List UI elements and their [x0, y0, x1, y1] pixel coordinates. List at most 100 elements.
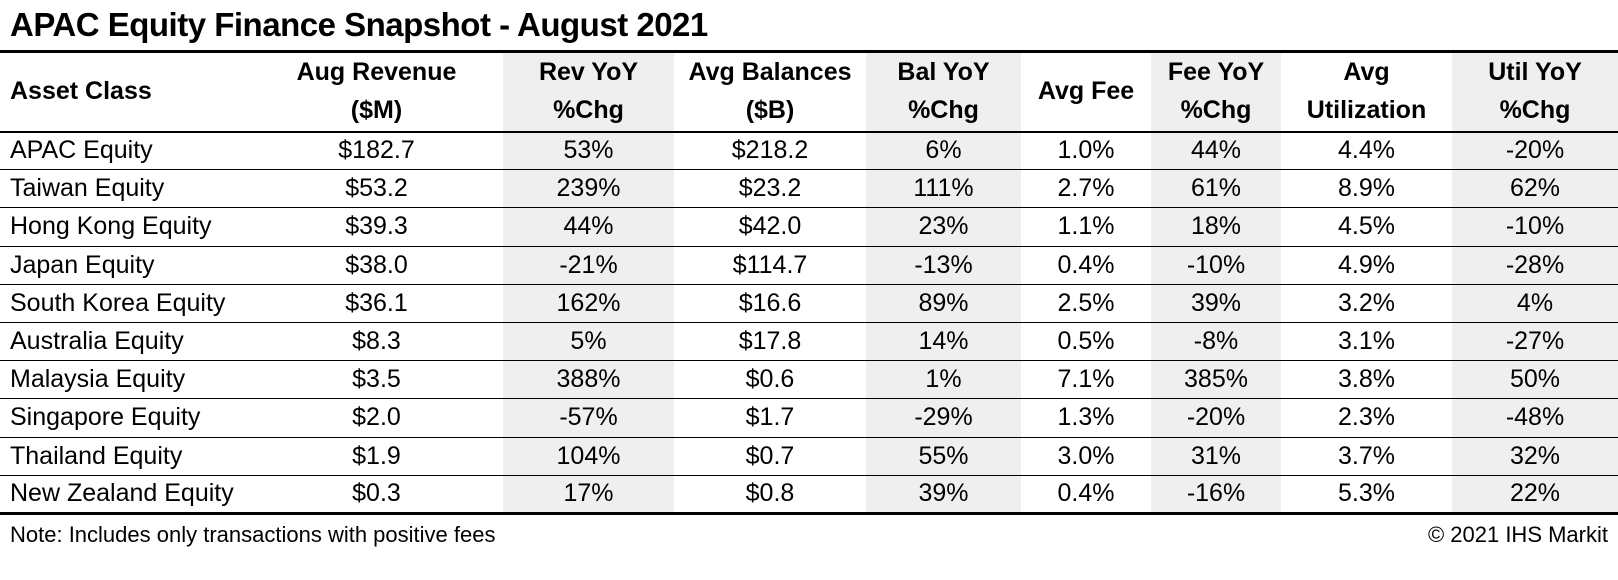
- value-cell: 2.5%: [1021, 284, 1151, 323]
- value-cell: -20%: [1452, 131, 1618, 171]
- header-line: %Chg: [553, 95, 624, 124]
- value-cell: 104%: [503, 437, 674, 476]
- value-cell: 44%: [1151, 131, 1281, 171]
- value-cell: 55%: [866, 437, 1021, 476]
- header-line: ($M): [350, 95, 403, 124]
- value-cell: -48%: [1452, 398, 1618, 438]
- value-cell: 4.5%: [1281, 207, 1452, 247]
- header-line: Avg: [1343, 58, 1390, 87]
- table-header: Asset Class Aug Revenue ($M) Rev YoY %Ch…: [0, 51, 1618, 133]
- column-header-fee-yoy: Fee YoY %Chg: [1151, 51, 1281, 133]
- value-cell: 50%: [1452, 360, 1618, 400]
- table-row: New Zealand Equity $0.3 17% $0.8 39% 0.4% -16%…: [0, 475, 1618, 515]
- value-cell: 0.4%: [1021, 246, 1151, 285]
- header-line: Avg Balances: [688, 58, 852, 87]
- asset-class-cell: South Korea Equity: [0, 284, 250, 323]
- value-cell: 0.5%: [1021, 322, 1151, 362]
- value-cell: $1.9: [250, 437, 503, 476]
- asset-class-cell: Malaysia Equity: [0, 360, 250, 400]
- value-cell: $182.7: [250, 131, 503, 171]
- value-cell: $8.3: [250, 322, 503, 362]
- value-cell: $38.0: [250, 246, 503, 285]
- value-cell: 239%: [503, 169, 674, 209]
- table-row: Hong Kong Equity $39.3 44% $42.0 23% 1.1% 18% 4…: [0, 207, 1618, 247]
- table-row: South Korea Equity $36.1 162% $16.6 89% 2.5% 3…: [0, 284, 1618, 323]
- value-cell: 3.2%: [1281, 284, 1452, 323]
- table-body: APAC Equity $182.7 53% $218.2 6% 1.0% 44% 4.4% -…: [0, 131, 1618, 515]
- asset-class-cell: Australia Equity: [0, 322, 250, 362]
- column-header-util-yoy: Util YoY %Chg: [1452, 51, 1618, 133]
- value-cell: -10%: [1452, 207, 1618, 247]
- table-row: Singapore Equity $2.0 -57% $1.7 -29% 1.3% -20%…: [0, 398, 1618, 438]
- value-cell: 0.4%: [1021, 475, 1151, 515]
- value-cell: -8%: [1151, 322, 1281, 362]
- value-cell: -20%: [1151, 398, 1281, 438]
- value-cell: 5.3%: [1281, 475, 1452, 515]
- table-row: Taiwan Equity $53.2 239% $23.2 111% 2.7% 61% 8.…: [0, 169, 1618, 209]
- page-title: APAC Equity Finance Snapshot - August 20…: [10, 6, 708, 43]
- value-cell: $42.0: [674, 207, 866, 247]
- value-cell: 62%: [1452, 169, 1618, 209]
- value-cell: 3.7%: [1281, 437, 1452, 476]
- value-cell: 7.1%: [1021, 360, 1151, 400]
- value-cell: 22%: [1452, 475, 1618, 515]
- value-cell: 89%: [866, 284, 1021, 323]
- asset-class-cell: APAC Equity: [0, 131, 250, 171]
- value-cell: 2.7%: [1021, 169, 1151, 209]
- value-cell: 14%: [866, 322, 1021, 362]
- value-cell: 1%: [866, 360, 1021, 400]
- header-line: Avg Fee: [1037, 77, 1135, 105]
- value-cell: 23%: [866, 207, 1021, 247]
- value-cell: 6%: [866, 131, 1021, 171]
- value-cell: 39%: [1151, 284, 1281, 323]
- value-cell: $23.2: [674, 169, 866, 209]
- value-cell: $218.2: [674, 131, 866, 171]
- value-cell: 39%: [866, 475, 1021, 515]
- value-cell: 385%: [1151, 360, 1281, 400]
- copyright: © 2021 IHS Markit: [1427, 521, 1608, 547]
- value-cell: -27%: [1452, 322, 1618, 362]
- value-cell: 3.0%: [1021, 437, 1151, 476]
- value-cell: 44%: [503, 207, 674, 247]
- table-row: Malaysia Equity $3.5 388% $0.6 1% 7.1% 385% 3.8…: [0, 360, 1618, 400]
- column-header-avg-fee: Avg Fee: [1021, 51, 1151, 133]
- asset-class-cell: Taiwan Equity: [0, 169, 250, 209]
- value-cell: 61%: [1151, 169, 1281, 209]
- value-cell: 32%: [1452, 437, 1618, 476]
- value-cell: 1.3%: [1021, 398, 1151, 438]
- column-header-avg-utilization: Avg Utilization: [1281, 51, 1452, 133]
- value-cell: 31%: [1151, 437, 1281, 476]
- value-cell: 1.1%: [1021, 207, 1151, 247]
- table-row: Japan Equity $38.0 -21% $114.7 -13% 0.4% -10% 4…: [0, 246, 1618, 285]
- footnote: Note: Includes only transactions with po…: [10, 521, 496, 547]
- header-line: Utilization: [1306, 95, 1427, 124]
- value-cell: $3.5: [250, 360, 503, 400]
- asset-class-cell: Thailand Equity: [0, 437, 250, 476]
- header-line: %Chg: [1499, 95, 1571, 124]
- value-cell: -13%: [866, 246, 1021, 285]
- value-cell: $2.0: [250, 398, 503, 438]
- header-line: Util YoY: [1488, 58, 1582, 87]
- asset-class-cell: Japan Equity: [0, 246, 250, 285]
- value-cell: $0.8: [674, 475, 866, 515]
- value-cell: 162%: [503, 284, 674, 323]
- column-header-aug-revenue: Aug Revenue ($M): [250, 51, 503, 133]
- value-cell: $16.6: [674, 284, 866, 323]
- asset-class-cell: Hong Kong Equity: [0, 207, 250, 247]
- asset-class-cell: New Zealand Equity: [0, 475, 250, 515]
- equity-finance-table: Asset Class Aug Revenue ($M) Rev YoY %Ch…: [0, 50, 1618, 515]
- table-row: Australia Equity $8.3 5% $17.8 14% 0.5% -8% 3.1…: [0, 322, 1618, 362]
- value-cell: 8.9%: [1281, 169, 1452, 209]
- header-row: Asset Class Aug Revenue ($M) Rev YoY %Ch…: [0, 51, 1618, 133]
- header-line: %Chg: [908, 95, 979, 124]
- header-line: %Chg: [1180, 95, 1252, 124]
- value-cell: $53.2: [250, 169, 503, 209]
- value-cell: $0.6: [674, 360, 866, 400]
- value-cell: $114.7: [674, 246, 866, 285]
- value-cell: 1.0%: [1021, 131, 1151, 171]
- value-cell: -28%: [1452, 246, 1618, 285]
- column-header-asset-class: Asset Class: [0, 51, 250, 133]
- header-line: Aug Revenue: [296, 58, 457, 87]
- table-row: Thailand Equity $1.9 104% $0.7 55% 3.0% 31% 3.7…: [0, 437, 1618, 476]
- value-cell: $36.1: [250, 284, 503, 323]
